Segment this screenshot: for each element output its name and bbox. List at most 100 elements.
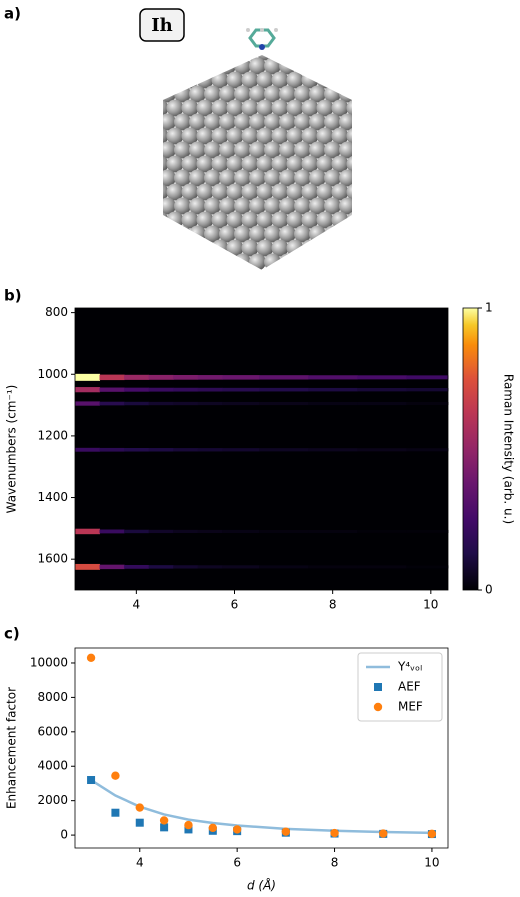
heat-cell bbox=[308, 529, 358, 533]
heat-cell bbox=[222, 401, 260, 406]
atom bbox=[331, 155, 349, 173]
atom bbox=[346, 55, 352, 61]
marker-circle bbox=[208, 823, 218, 833]
atom bbox=[189, 141, 206, 159]
atom bbox=[294, 85, 311, 103]
y-tick-label: 1000 bbox=[37, 367, 68, 381]
x-axis-label: d (Å) bbox=[247, 878, 276, 893]
heat-cell bbox=[222, 448, 260, 452]
atom bbox=[279, 197, 296, 215]
atom bbox=[241, 99, 259, 117]
heat-cell bbox=[173, 565, 199, 569]
atom bbox=[189, 85, 206, 103]
atom bbox=[226, 155, 244, 173]
atom bbox=[279, 113, 296, 131]
atom bbox=[163, 141, 176, 159]
atom bbox=[166, 127, 184, 145]
atom bbox=[309, 197, 326, 215]
atom bbox=[249, 57, 266, 75]
atom bbox=[204, 57, 221, 75]
atom bbox=[204, 169, 221, 187]
atom bbox=[279, 253, 296, 270]
y-tick-label: 800 bbox=[45, 305, 68, 319]
atom bbox=[271, 55, 289, 61]
atom bbox=[331, 71, 349, 89]
atom bbox=[331, 183, 349, 201]
heat-cell bbox=[173, 448, 199, 452]
atom bbox=[286, 99, 304, 117]
heat-cell bbox=[406, 529, 449, 533]
atom bbox=[163, 71, 169, 89]
atom bbox=[219, 141, 236, 159]
heat-cell bbox=[406, 387, 449, 392]
panel-label: c) bbox=[4, 625, 20, 643]
marker-square bbox=[184, 825, 193, 834]
atom bbox=[309, 225, 326, 243]
atom bbox=[204, 225, 221, 243]
marker-circle bbox=[86, 653, 96, 663]
heat-cell bbox=[75, 563, 101, 570]
atom bbox=[286, 155, 304, 173]
x-tick-label: 6 bbox=[231, 598, 239, 612]
heat-cell bbox=[222, 529, 260, 534]
heat-cell bbox=[124, 529, 150, 534]
heat-cell bbox=[148, 448, 174, 452]
marker-circle bbox=[159, 816, 169, 825]
atom bbox=[181, 127, 199, 145]
atom bbox=[234, 141, 251, 159]
atom bbox=[294, 169, 311, 187]
heat-cell bbox=[357, 401, 407, 406]
atom bbox=[226, 99, 244, 117]
atom bbox=[256, 183, 274, 201]
heat-cell bbox=[259, 401, 309, 406]
axes-frame bbox=[74, 647, 449, 849]
atom bbox=[264, 141, 281, 159]
marker-square bbox=[111, 808, 120, 817]
atom bbox=[346, 99, 352, 117]
y-tick-label: 6000 bbox=[37, 724, 68, 738]
y-tick-label: 10000 bbox=[30, 655, 68, 669]
legend-circle bbox=[373, 702, 383, 712]
heat-cell bbox=[124, 564, 150, 569]
atom bbox=[271, 127, 289, 145]
atom bbox=[163, 55, 169, 61]
atom bbox=[249, 85, 266, 103]
atom bbox=[174, 57, 191, 75]
atom bbox=[309, 85, 326, 103]
atom bbox=[181, 155, 199, 173]
atom bbox=[226, 211, 244, 229]
heat-cell bbox=[148, 529, 174, 534]
heat-cell bbox=[99, 447, 125, 452]
atom bbox=[309, 141, 326, 159]
heat-cell bbox=[75, 387, 101, 393]
atom bbox=[204, 253, 221, 270]
heat-cell bbox=[308, 375, 358, 380]
atom bbox=[286, 55, 304, 61]
atom bbox=[354, 170, 371, 187]
atom bbox=[204, 113, 221, 131]
atom bbox=[204, 141, 221, 159]
colorbar-tick-label: 0 bbox=[485, 583, 493, 597]
atom bbox=[241, 71, 259, 89]
heat-cell bbox=[99, 387, 125, 392]
atom bbox=[286, 71, 304, 89]
atom bbox=[196, 99, 214, 117]
atom bbox=[249, 141, 266, 159]
atom bbox=[324, 113, 341, 131]
heat-cell bbox=[406, 375, 449, 380]
heat-cell bbox=[222, 387, 260, 392]
atom bbox=[211, 99, 229, 117]
atom bbox=[316, 99, 334, 117]
atom bbox=[301, 55, 319, 61]
heat-cell bbox=[124, 401, 150, 406]
atom bbox=[163, 57, 176, 75]
atom bbox=[211, 55, 229, 61]
nanoparticle bbox=[163, 55, 371, 270]
x-tick-label: 4 bbox=[136, 856, 144, 870]
atom bbox=[271, 155, 289, 173]
atom bbox=[271, 99, 289, 117]
badge: Ih bbox=[151, 15, 173, 36]
heat-cell bbox=[357, 387, 407, 392]
atom bbox=[181, 183, 199, 201]
atom bbox=[279, 225, 296, 243]
